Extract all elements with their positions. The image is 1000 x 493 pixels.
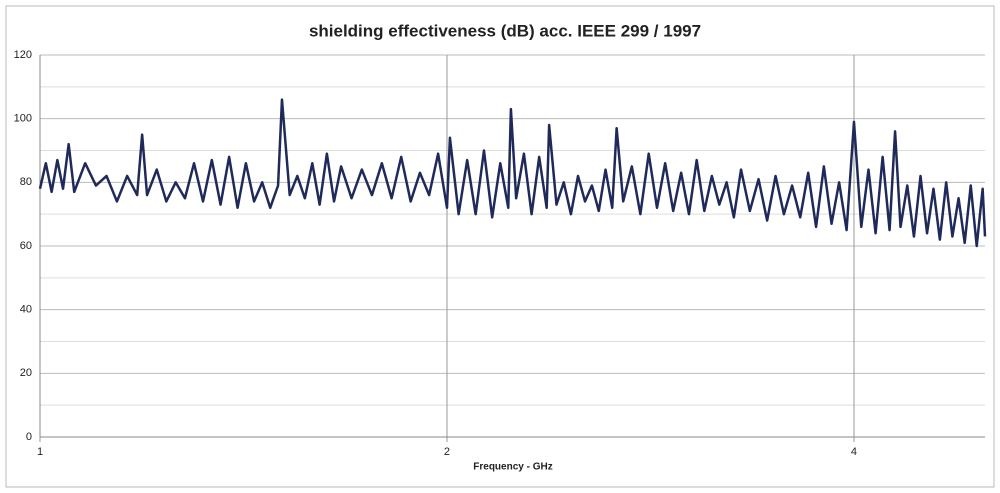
x-tick-label: 4 <box>851 446 857 458</box>
x-axis-label: Frequency - GHz <box>473 462 552 473</box>
data-line <box>38 98 987 248</box>
x-tick-label: 2 <box>444 446 450 458</box>
chart-title: shielding effectiveness (dB) acc. IEEE 2… <box>309 21 701 40</box>
y-tick-label: 80 <box>20 176 32 188</box>
y-tick-label: 20 <box>20 367 32 379</box>
y-tick-label: 60 <box>20 240 32 252</box>
y-tick-label: 100 <box>14 113 32 125</box>
y-tick-label: 120 <box>14 49 32 61</box>
y-tick-label: 0 <box>26 431 32 443</box>
y-tick-label: 40 <box>20 304 32 316</box>
x-tick-label: 1 <box>37 446 43 458</box>
